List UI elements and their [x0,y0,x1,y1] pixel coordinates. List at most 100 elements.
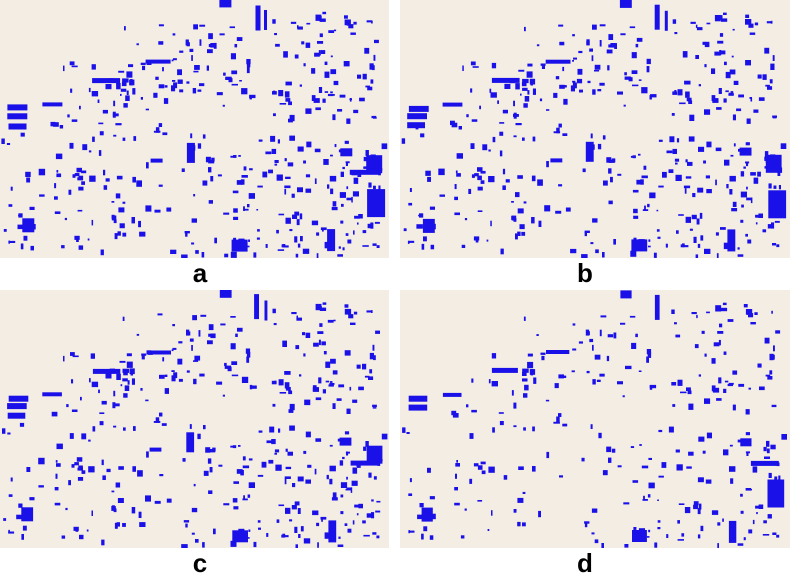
building-footprint [592,379,596,385]
building-footprint [137,470,143,477]
building-footprint [579,89,583,93]
building-footprint [772,55,775,61]
building-footprint [230,343,236,350]
building-footprint [154,209,161,213]
building-footprint [171,349,174,352]
building-footprint [339,437,352,446]
building-footprint [578,341,583,344]
building-footprint [346,408,351,414]
building-footprint [339,192,346,198]
building-footprint [527,90,530,95]
building-footprint [425,170,431,176]
building-footprint [123,371,128,376]
building-footprint [374,39,379,44]
building-footprint [771,499,774,502]
building-footprint [337,109,343,112]
building-footprint [332,114,336,121]
building-footprint [684,507,691,514]
building-footprint [113,390,116,397]
building-footprint [771,222,775,229]
building-footprint [711,68,716,74]
building-footprint [589,48,593,52]
building-footprint [769,79,773,84]
building-footprint [297,26,303,30]
building-footprint [272,403,276,407]
building-footprint [54,487,59,491]
building-footprint [421,533,424,540]
building-footprint [573,57,577,60]
building-footprint [706,141,712,148]
building-footprint [373,355,376,361]
building-footprint [122,201,126,204]
building-footprint [8,529,10,533]
building-footprint [339,94,346,98]
building-footprint [158,184,163,187]
building-footprint [186,432,195,453]
building-footprint [131,378,135,385]
building-footprint [340,482,348,488]
building-footprint [363,166,370,169]
building-footprint [737,543,744,546]
building-footprint [186,370,190,373]
building-footprint [636,531,643,534]
building-footprint [764,151,769,157]
building-footprint [329,478,333,485]
building-footprint [303,353,306,357]
building-footprint [258,139,263,142]
building-footprint [719,33,724,37]
building-footprint [763,446,767,452]
building-footprint [140,62,146,65]
building-footprint [258,430,263,433]
building-footprint [698,374,701,377]
building-footprint [633,215,639,219]
building-footprint [131,507,136,514]
building-footprint [342,166,345,170]
building-footprint [318,87,323,93]
building-footprint [328,30,335,33]
building-footprint [341,203,344,207]
building-footprint [517,208,524,214]
building-footprint [362,520,366,524]
building-footprint [717,543,719,548]
building-footprint [532,426,535,432]
building-footprint [116,522,120,527]
building-footprint [330,91,333,94]
building-footprint [342,456,345,460]
building-footprint [717,522,721,526]
building-footprint [371,20,373,24]
building-footprint [185,523,188,528]
building-footprint [8,395,29,402]
building-footprint [191,55,193,61]
building-footprint [519,224,525,230]
building-footprint [316,522,320,527]
building-footprint [284,158,287,162]
building-footprint [59,125,64,129]
building-footprint [674,158,680,162]
building-footprint [230,53,236,60]
building-footprint [730,154,734,157]
building-footprint [541,64,545,69]
building-footprint [153,92,158,98]
building-footprint [346,487,352,491]
building-footprint [319,16,322,21]
building-footprint [517,521,521,527]
building-footprint [600,315,607,318]
building-footprint [197,433,201,440]
building-footprint [532,466,536,472]
building-footprint [499,150,503,157]
building-footprint [202,134,206,139]
building-footprint [30,245,34,251]
building-footprint [489,88,492,93]
building-footprint [195,250,199,254]
building-footprint [257,185,263,188]
building-footprint [8,204,13,207]
building-footprint [284,382,290,389]
building-footprint [340,511,344,515]
building-footprint [344,431,350,435]
building-footprint [658,475,664,478]
building-footprint [91,91,99,97]
building-footprint [327,229,336,252]
building-footprint [275,464,282,471]
building-footprint [213,528,216,535]
building-footprint [279,392,287,394]
